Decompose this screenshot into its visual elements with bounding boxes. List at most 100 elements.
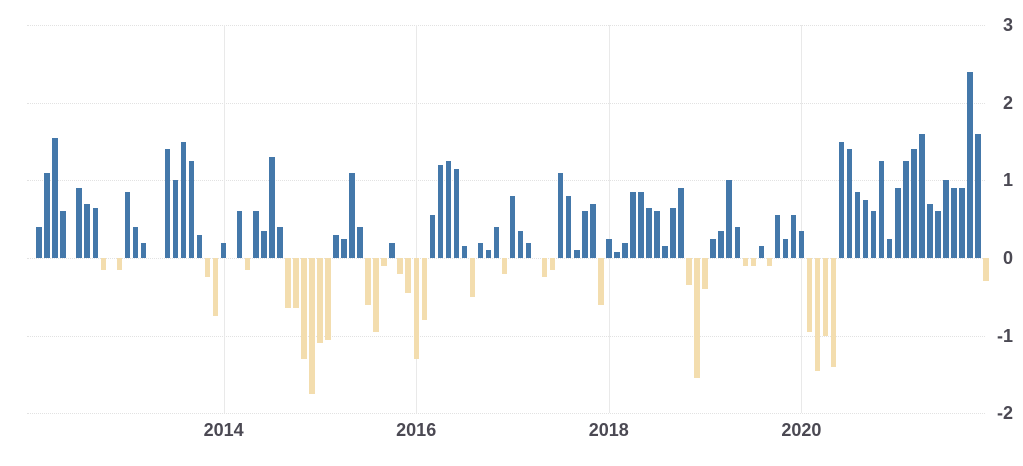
bar-positive (967, 71, 973, 258)
bar-positive (903, 161, 909, 258)
bar-negative (766, 258, 773, 266)
y-axis-tick-label: -1 (996, 325, 1013, 346)
bar-negative (100, 258, 106, 270)
bar-positive (357, 227, 363, 258)
bar-positive (862, 199, 869, 258)
bar-positive (180, 141, 187, 258)
bar-positive (614, 251, 620, 258)
bar-negative (742, 258, 748, 266)
y-axis-tick-label: 3 (1002, 15, 1013, 36)
bar-positive (846, 149, 853, 258)
bar-negative (301, 258, 307, 359)
bar-positive (461, 246, 468, 258)
bar-negative (365, 258, 371, 305)
bar-positive (886, 238, 893, 258)
bar-positive (557, 172, 564, 258)
bar-positive (758, 246, 764, 258)
x-axis-tick-label: 2014 (203, 420, 244, 440)
bar-negative (750, 258, 756, 266)
y-axis-tick-label: 1 (1002, 170, 1013, 191)
bar-positive (517, 230, 524, 258)
bar-negative (501, 258, 508, 274)
bar-positive (951, 188, 957, 258)
bar-positive (774, 215, 781, 258)
bar-negative (325, 258, 331, 340)
bar-positive (220, 242, 227, 258)
bar-positive (132, 227, 139, 258)
bar-positive (44, 172, 50, 258)
bar-positive (654, 211, 660, 258)
bar-negative (381, 258, 387, 266)
bar-positive (277, 227, 283, 258)
bar-positive (76, 188, 82, 258)
y-axis-tick-label: -2 (996, 403, 1013, 424)
gridline-horizontal (27, 335, 985, 337)
bar-positive (52, 137, 58, 258)
bar-negative (702, 258, 708, 289)
bar-negative (373, 258, 379, 332)
bar-positive (646, 207, 652, 258)
bar-positive (895, 188, 901, 258)
bar-positive (734, 227, 740, 258)
bar-positive (333, 234, 339, 258)
gridline-vertical (801, 25, 803, 413)
x-axis-tick-label: 2018 (588, 420, 629, 440)
gridline-horizontal (27, 25, 985, 27)
bar-positive (710, 238, 716, 258)
bar-positive (975, 133, 981, 258)
bar-positive (509, 195, 516, 258)
bar-positive (638, 192, 644, 258)
bar-positive (84, 203, 90, 258)
bar-positive (429, 215, 435, 258)
gridline-horizontal (27, 180, 985, 182)
bar-positive (349, 172, 355, 258)
bar-negative (686, 258, 692, 286)
bar-positive (36, 227, 42, 258)
bar-positive (606, 238, 612, 258)
bar-positive (582, 211, 588, 258)
gridline-vertical (608, 25, 610, 413)
bar-positive (164, 149, 171, 258)
bar-negative (541, 258, 548, 278)
bar-positive (622, 242, 628, 258)
bar-positive (670, 207, 676, 258)
bar-negative (469, 258, 476, 297)
y-axis-tick-label: 0 (1002, 248, 1013, 268)
bar-positive (445, 161, 452, 258)
bar-negative (549, 258, 556, 270)
bar-positive (590, 203, 596, 258)
bar-positive (911, 149, 917, 258)
bar-negative (285, 258, 291, 309)
bar-negative (983, 258, 989, 282)
gridline-horizontal (27, 102, 985, 104)
bar-positive (389, 242, 395, 258)
x-axis-tick-label: 2020 (781, 420, 822, 440)
bar-positive (927, 203, 933, 258)
gridline-horizontal (27, 413, 985, 415)
bar-positive (678, 188, 684, 258)
bar-negative (806, 258, 813, 332)
x-axis-tick-label: 2016 (396, 420, 437, 440)
bar-positive (935, 211, 941, 258)
bar-positive (453, 168, 460, 258)
bar-negative (694, 258, 700, 379)
bar-positive (854, 192, 861, 258)
bar-positive (236, 211, 243, 258)
bar-negative (405, 258, 411, 293)
bar-positive (341, 238, 347, 258)
bar-positive (196, 234, 203, 258)
bar-positive (919, 133, 925, 258)
bar-negative (397, 258, 403, 274)
bar-positive (485, 250, 492, 258)
bar-positive (60, 211, 66, 258)
bar-positive (493, 227, 500, 258)
bar-positive (188, 161, 195, 258)
bar-positive (718, 230, 724, 258)
bar-positive (943, 180, 949, 258)
bar-negative (317, 258, 323, 344)
bar-positive (878, 161, 885, 258)
bar-negative (421, 258, 427, 321)
bar-negative (204, 258, 211, 278)
bar-positive (782, 238, 789, 258)
